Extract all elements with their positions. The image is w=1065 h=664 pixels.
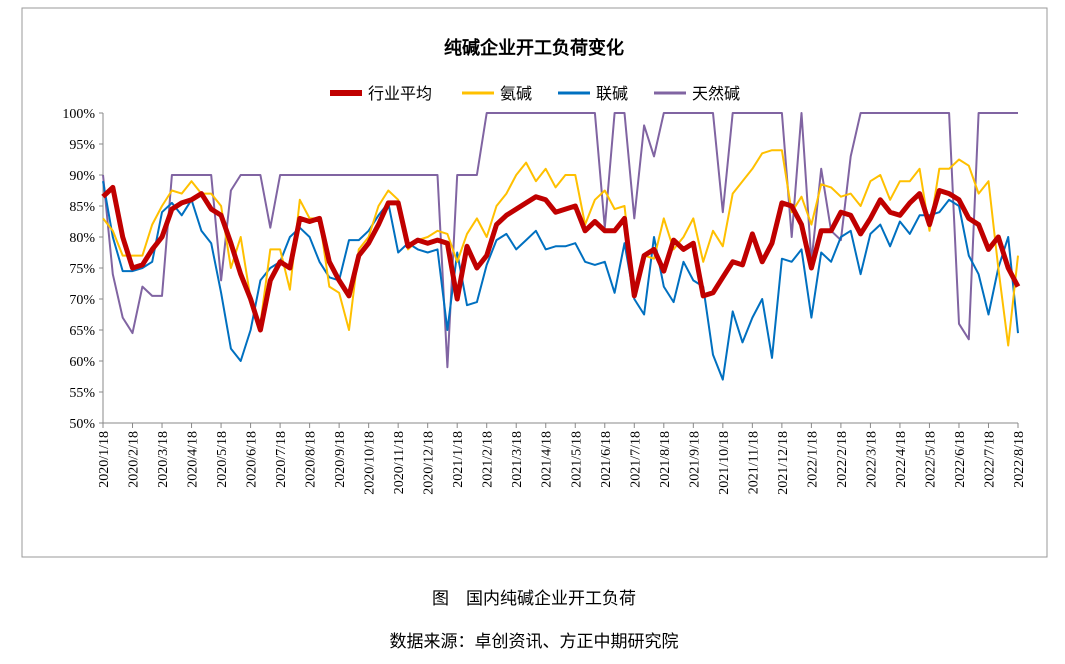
x-tick-label: 2020/7/18 (274, 431, 289, 488)
x-tick-label: 2020/12/18 (422, 431, 437, 495)
y-tick-label: 85% (69, 200, 95, 215)
y-tick-label: 95% (69, 138, 95, 153)
y-tick-label: 90% (69, 169, 95, 184)
x-tick-label: 2022/1/18 (805, 431, 820, 488)
y-tick-label: 100% (62, 107, 95, 122)
y-tick-label: 70% (69, 293, 95, 308)
x-tick-label: 2021/1/18 (451, 431, 466, 488)
source: 数据来源：卓创资讯、方正中期研究院 (390, 632, 679, 651)
x-tick-label: 2020/8/18 (304, 431, 319, 488)
x-tick-label: 2020/10/18 (363, 431, 378, 495)
x-tick-label: 2022/2/18 (835, 431, 850, 488)
x-tick-label: 2020/5/18 (215, 431, 230, 488)
y-tick-label: 50% (69, 417, 95, 432)
x-tick-label: 2020/2/18 (127, 431, 142, 488)
x-tick-label: 2021/9/18 (687, 431, 702, 488)
x-tick-label: 2021/7/18 (628, 431, 643, 488)
legend-label: 行业平均 (368, 85, 432, 103)
x-tick-label: 2020/3/18 (156, 431, 171, 488)
legend-label: 联碱 (596, 85, 628, 103)
x-tick-label: 2020/1/18 (97, 431, 112, 488)
legend-label: 氨碱 (500, 85, 532, 103)
x-tick-label: 2022/8/18 (1012, 431, 1027, 488)
x-tick-label: 2021/6/18 (599, 431, 614, 488)
chart-frame (21, 7, 1048, 558)
y-tick-label: 75% (69, 262, 95, 277)
y-tick-label: 60% (69, 355, 95, 370)
x-tick-label: 2021/10/18 (717, 431, 732, 495)
x-tick-label: 2021/8/18 (658, 431, 673, 488)
x-tick-label: 2022/4/18 (894, 431, 909, 488)
x-tick-label: 2021/5/18 (569, 431, 584, 488)
x-tick-label: 2021/2/18 (481, 431, 496, 488)
series-line (102, 181, 1019, 381)
x-tick-label: 2020/11/18 (392, 431, 407, 494)
y-tick-label: 80% (69, 231, 95, 246)
series-line (102, 112, 1018, 369)
x-tick-label: 2020/4/18 (186, 431, 201, 488)
x-tick-label: 2022/5/18 (923, 431, 938, 488)
x-tick-label: 2021/4/18 (540, 431, 555, 488)
x-tick-label: 2021/12/18 (776, 431, 791, 495)
x-tick-label: 2022/6/18 (953, 431, 968, 488)
x-tick-label: 2020/6/18 (245, 431, 260, 488)
series-line (101, 184, 1021, 333)
x-tick-label: 2022/7/18 (982, 431, 997, 488)
y-tick-label: 55% (69, 386, 95, 401)
chart-title: 纯碱企业开工负荷变化 (444, 37, 624, 58)
legend-label: 天然碱 (692, 85, 740, 103)
caption: 图 国内纯碱企业开工负荷 (432, 589, 636, 608)
x-tick-label: 2021/11/18 (746, 431, 761, 494)
x-tick-label: 2021/3/18 (510, 431, 525, 488)
x-tick-label: 2022/3/18 (864, 431, 879, 488)
x-tick-label: 2020/9/18 (333, 431, 348, 488)
y-tick-label: 65% (69, 324, 95, 339)
